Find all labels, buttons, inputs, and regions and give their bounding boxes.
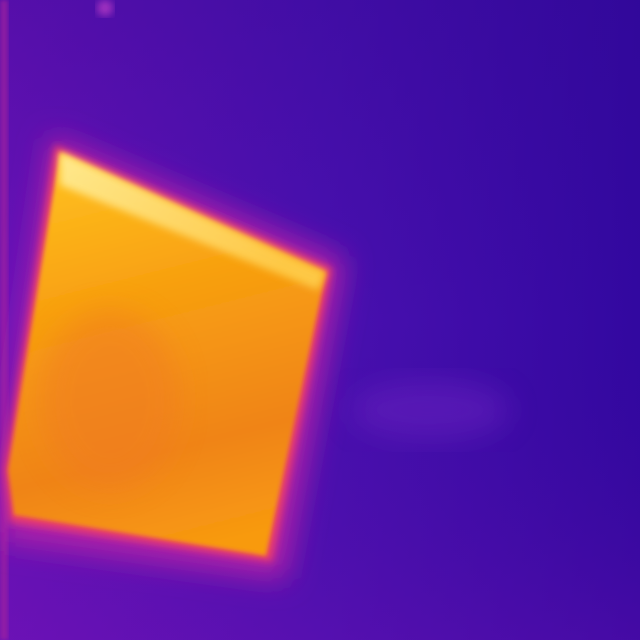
- left-edge-glow: [0, 0, 8, 640]
- top-spot: [97, 0, 113, 16]
- panel-top-edge: [60, 152, 326, 290]
- panel-cool-spot: [40, 310, 180, 490]
- faint-warm-spot: [350, 380, 510, 440]
